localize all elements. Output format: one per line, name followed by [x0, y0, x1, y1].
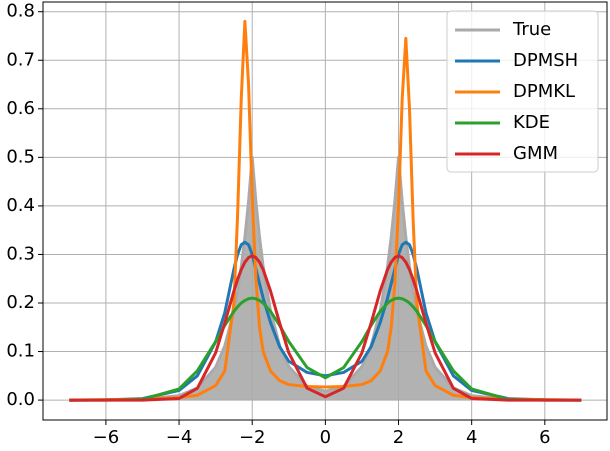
legend-label: DPMKL: [513, 81, 575, 102]
legend-label: KDE: [513, 112, 550, 133]
y-tick-label: 0.1: [6, 341, 35, 362]
x-tick-label: −6: [93, 427, 120, 447]
y-tick-label: 0.2: [6, 292, 35, 313]
x-tick-label: −2: [239, 427, 266, 447]
x-tick-label: 4: [466, 427, 477, 447]
y-tick-label: 0.7: [6, 49, 35, 70]
line: [69, 254, 582, 402]
y-tick-label: 0.8: [6, 1, 35, 22]
y-tick-label: 0.0: [6, 389, 35, 410]
legend-box: [446, 10, 599, 173]
line: [69, 240, 582, 402]
legend-label: True: [512, 19, 551, 40]
y-tick-label: 0.6: [6, 98, 35, 119]
y-tick-label: 0.3: [6, 243, 35, 264]
y-tick-label: 0.4: [6, 195, 35, 216]
y-tick-label: 0.5: [6, 146, 35, 167]
legend-label: GMM: [513, 143, 558, 164]
x-tick-label: −4: [166, 427, 193, 447]
x-tick-label: 2: [393, 427, 404, 447]
line: [69, 19, 582, 402]
x-tick-label: 0: [320, 427, 331, 447]
plot-frame: [42, 1, 608, 421]
legend-label: DPMSH: [513, 50, 578, 71]
x-tick-label: 6: [539, 427, 550, 447]
line: [69, 296, 582, 402]
